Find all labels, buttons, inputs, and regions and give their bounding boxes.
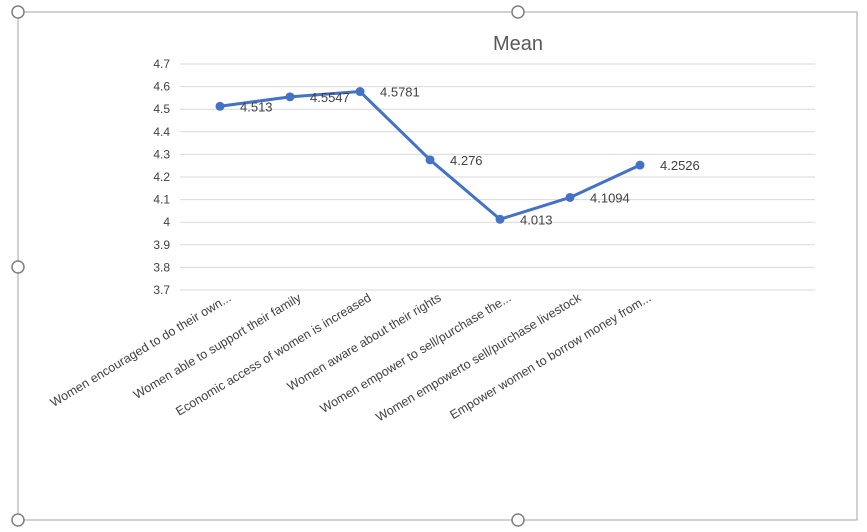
- resize-handle-bottom-left[interactable]: [11, 513, 25, 527]
- y-tick-label: 4.7: [153, 57, 170, 71]
- y-tick-label: 4.4: [153, 125, 170, 139]
- data-label: 4.276: [450, 153, 483, 168]
- data-label: 4.2526: [660, 158, 700, 173]
- chart-border: [17, 11, 858, 521]
- data-point: [215, 101, 225, 111]
- resize-handle-bottom-middle[interactable]: [511, 513, 525, 527]
- data-point: [635, 160, 645, 170]
- series-mean: [215, 87, 645, 224]
- y-tick-label: 4.6: [153, 80, 170, 94]
- data-point: [495, 214, 505, 224]
- gridlines: [180, 63, 815, 291]
- y-tick-label: 4.5: [153, 102, 170, 116]
- y-tick-label: 4.1: [153, 193, 170, 207]
- data-label: 4.5547: [310, 90, 350, 105]
- data-label: 4.1094: [590, 190, 630, 205]
- data-point: [285, 92, 295, 102]
- y-axis: 4.7 4.6 4.5 4.4 4.3 4.2 4.1 4 3.9 3.8 3.7: [153, 57, 170, 297]
- y-tick-label: 4: [163, 215, 170, 229]
- resize-handle-middle-left[interactable]: [11, 260, 25, 274]
- x-axis: Women encouraged to do their own...Women…: [48, 290, 654, 424]
- y-tick-label: 4.2: [153, 170, 170, 184]
- chart-title: Mean: [493, 33, 543, 55]
- resize-handle-top-middle[interactable]: [511, 5, 525, 19]
- data-labels: 4.513 4.5547 4.5781 4.276 4.013 4.1094 4.2526: [240, 85, 700, 228]
- data-point: [565, 192, 575, 202]
- y-tick-label: 3.8: [153, 260, 170, 274]
- data-point: [355, 87, 365, 97]
- data-label: 4.513: [240, 99, 273, 114]
- data-point: [425, 155, 435, 165]
- resize-handle-top-left[interactable]: [11, 5, 25, 19]
- y-tick-label: 3.9: [153, 238, 170, 252]
- y-tick-label: 4.3: [153, 147, 170, 161]
- data-label: 4.013: [520, 212, 553, 227]
- data-label: 4.5781: [380, 85, 420, 100]
- y-tick-label: 3.7: [153, 283, 170, 297]
